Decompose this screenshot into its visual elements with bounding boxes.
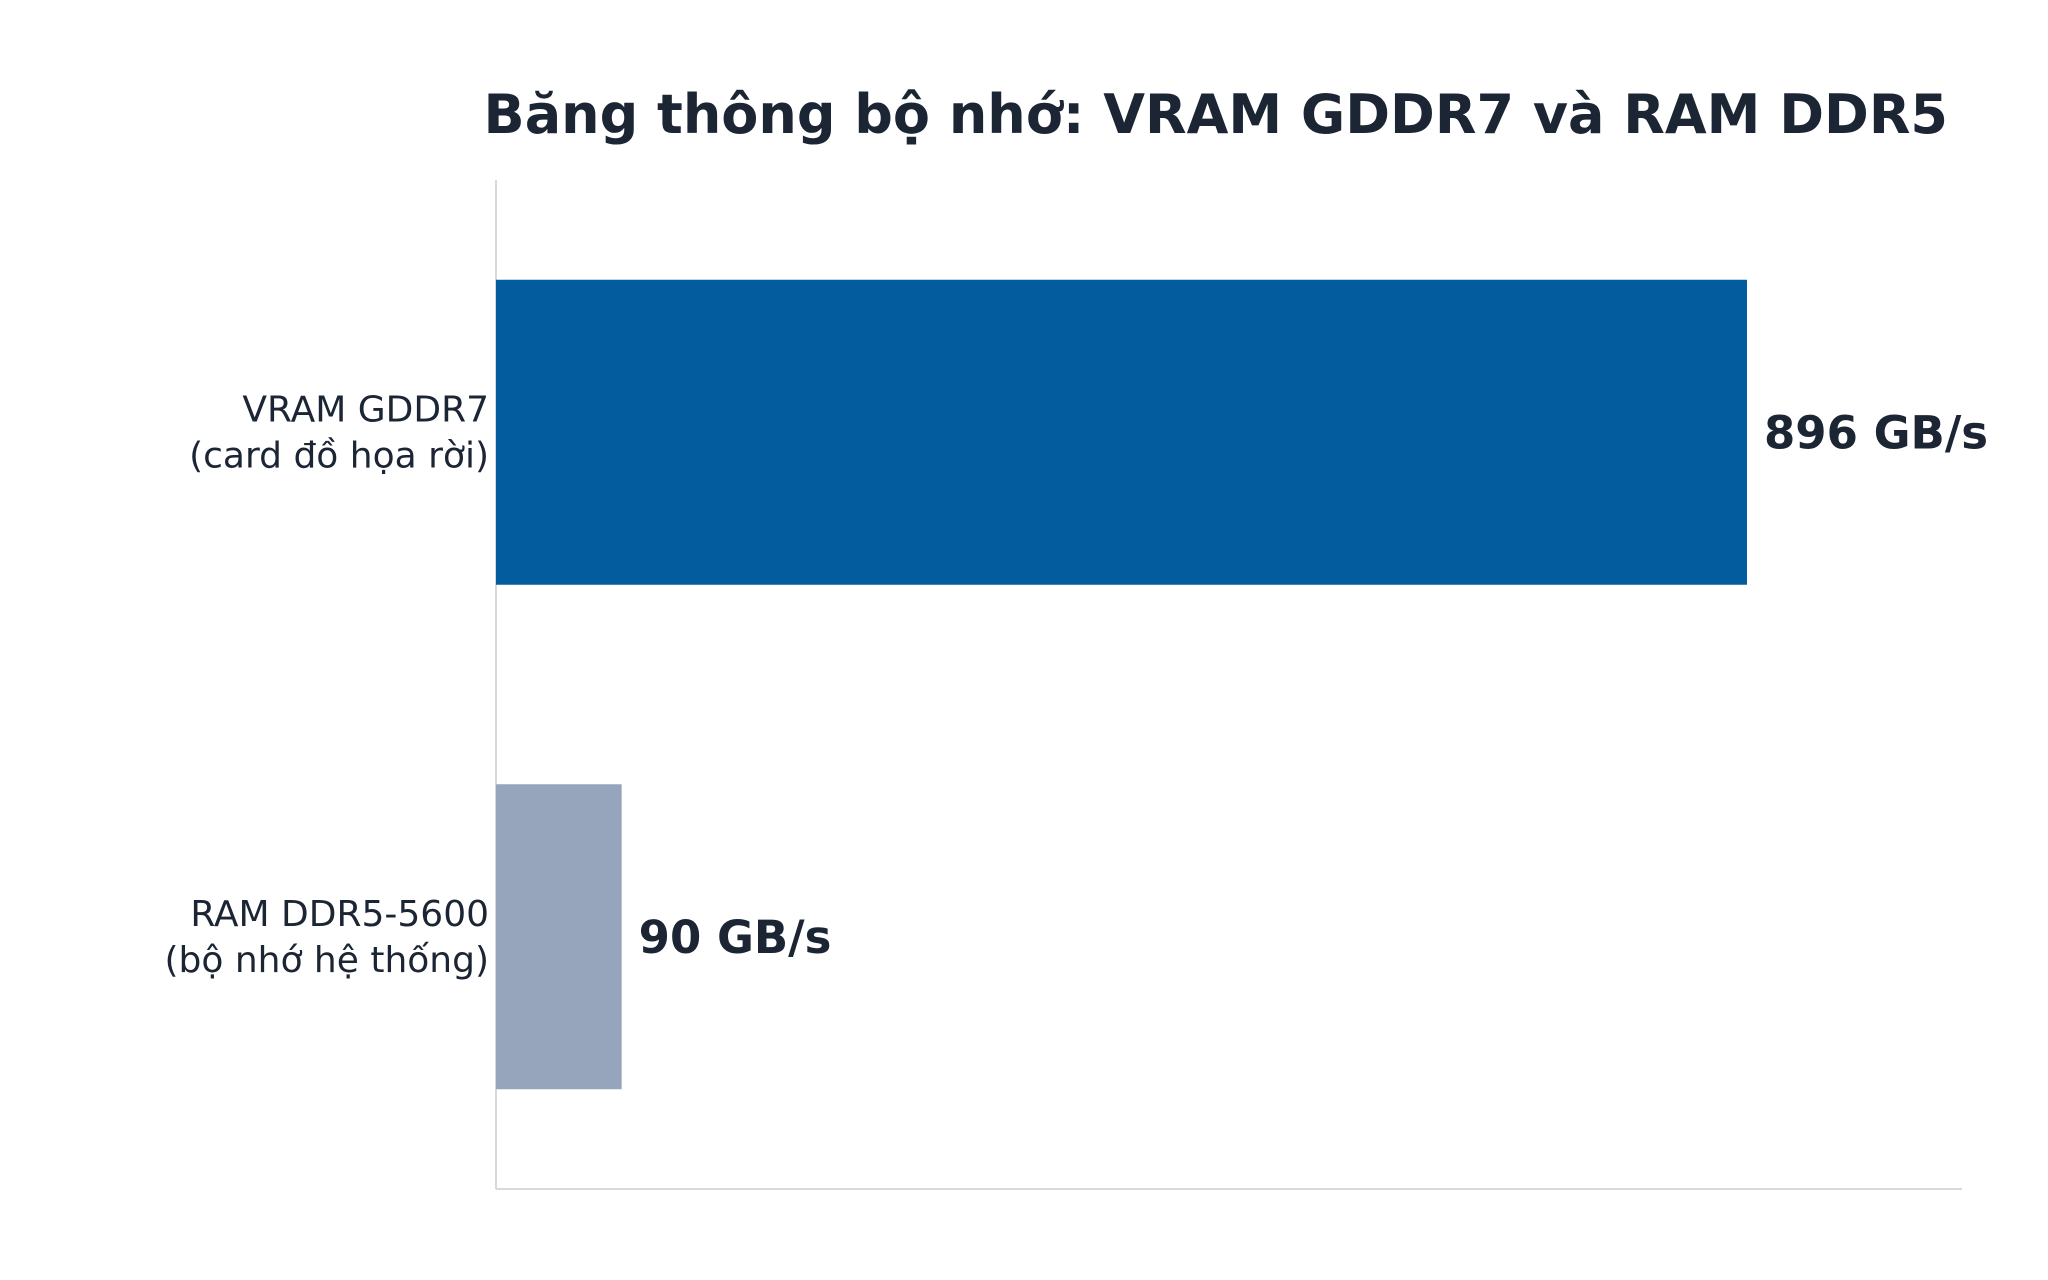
chart-title: Băng thông bộ nhớ: VRAM GDDR7 và RAM DDR… bbox=[484, 83, 1948, 146]
bar-0 bbox=[496, 279, 1747, 585]
bar-1 bbox=[496, 784, 622, 1090]
bars-group bbox=[496, 279, 1747, 1090]
category-labels-group: VRAM GDDR7 (card đồ họa rời) RAM DDR5-5600… bbox=[164, 389, 489, 981]
category-label-1: RAM DDR5-5600 (bộ nhớ hệ thống) bbox=[164, 894, 489, 981]
value-label-1: 90 GB/s bbox=[639, 911, 832, 964]
category-label-1-line-0: RAM DDR5-5600 bbox=[190, 894, 489, 935]
value-label-0: 896 GB/s bbox=[1764, 406, 1988, 459]
category-label-0-line-1: (card đồ họa rời) bbox=[189, 435, 489, 476]
category-label-0: VRAM GDDR7 (card đồ họa rời) bbox=[189, 389, 489, 476]
category-label-1-line-1: (bộ nhớ hệ thống) bbox=[164, 940, 489, 981]
category-label-0-line-0: VRAM GDDR7 bbox=[242, 389, 489, 430]
value-labels-group: 896 GB/s 90 GB/s bbox=[639, 406, 1988, 964]
